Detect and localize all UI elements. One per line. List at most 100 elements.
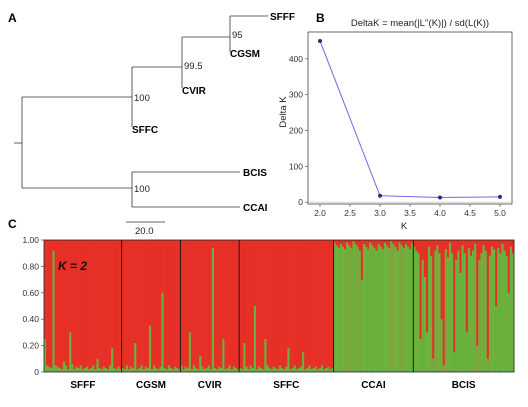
bar-cluster2 (304, 369, 307, 372)
bar-cluster2 (333, 242, 336, 372)
population-label: CCAI (361, 380, 386, 391)
x-tick-label: 4.5 (464, 208, 476, 218)
taxon-label-ccai: CCAI (243, 203, 268, 214)
bar-cluster1 (90, 240, 93, 372)
bar-cluster2 (323, 369, 326, 372)
bar-cluster1 (167, 240, 171, 372)
bar-cluster1 (60, 240, 64, 372)
bar-cluster2 (430, 255, 433, 372)
bar-cluster2 (354, 243, 357, 372)
bar-cluster2 (69, 332, 72, 372)
bar-cluster2 (205, 368, 208, 372)
bar-cluster1 (318, 240, 322, 372)
bar-cluster1 (203, 240, 206, 372)
bar-cluster2 (339, 243, 343, 372)
bar-cluster2 (127, 369, 131, 372)
bar-cluster2 (226, 368, 229, 372)
population-label: CVIR (198, 380, 223, 391)
bar-cluster2 (258, 366, 261, 372)
bar-cluster1 (306, 240, 309, 372)
bar-cluster2 (121, 368, 125, 372)
bar-cluster1 (425, 240, 429, 372)
bar-cluster1 (169, 240, 173, 372)
bar-cluster2 (167, 365, 171, 372)
bar-cluster2 (488, 255, 492, 372)
bar-cluster1 (178, 240, 181, 372)
bar-cluster2 (186, 368, 190, 372)
bar-cluster2 (247, 369, 250, 372)
bar-cluster2 (358, 250, 362, 372)
bar-cluster2 (92, 365, 95, 372)
bar-cluster2 (176, 368, 179, 372)
bar-cluster2 (146, 368, 150, 372)
bar-cluster1 (308, 240, 311, 372)
bar-cluster2 (316, 369, 320, 372)
bar-cluster1 (92, 240, 95, 372)
bar-cluster2 (115, 369, 118, 372)
bar-cluster2 (132, 368, 135, 372)
bar-cluster2 (111, 348, 114, 372)
bar-cluster2 (331, 368, 334, 372)
bar-cluster1 (159, 240, 162, 372)
y-tick-label: 0.60 (22, 288, 39, 298)
bar-cluster1 (81, 240, 85, 372)
bar-cluster2 (174, 366, 177, 372)
bar-cluster2 (153, 365, 156, 372)
bar-cluster2 (161, 292, 164, 372)
bar-cluster2 (451, 253, 454, 372)
bar-cluster2 (356, 246, 360, 372)
bar-cluster1 (465, 240, 469, 372)
bar-cluster2 (197, 369, 200, 372)
bar-cluster1 (134, 240, 137, 372)
data-point (318, 38, 322, 43)
bar-cluster2 (314, 366, 318, 372)
bar-cluster2 (94, 369, 97, 372)
bar-cluster2 (232, 366, 236, 372)
bar-cluster2 (348, 245, 351, 372)
bar-cluster1 (295, 240, 299, 372)
bar-cluster1 (121, 240, 125, 372)
bar-cluster2 (425, 332, 429, 372)
bar-cluster1 (237, 240, 240, 372)
bar-cluster2 (507, 292, 511, 372)
bar-cluster1 (140, 240, 143, 372)
bar-cluster1 (182, 240, 185, 372)
bar-cluster1 (109, 240, 112, 372)
bar-cluster2 (203, 369, 206, 372)
bar-cluster1 (476, 240, 479, 372)
bar-cluster2 (467, 247, 471, 372)
bar-cluster2 (52, 250, 55, 372)
bar-cluster1 (75, 240, 78, 372)
bar-cluster2 (279, 365, 282, 372)
bar-cluster2 (192, 365, 196, 372)
x-tick-label: 2.0 (314, 208, 326, 218)
bar-cluster2 (201, 366, 204, 372)
bar-cluster1 (73, 240, 76, 372)
bar-cluster2 (415, 250, 418, 372)
bar-cluster2 (295, 369, 299, 372)
bar-cluster1 (312, 240, 315, 372)
bar-cluster2 (106, 369, 110, 372)
bar-cluster1 (151, 240, 154, 372)
bar-cluster1 (88, 240, 91, 372)
y-tick-label: 200 (289, 126, 303, 136)
bar-cluster2 (88, 369, 91, 372)
bar-cluster2 (220, 368, 223, 372)
bar-cluster2 (381, 249, 385, 372)
bar-cluster2 (448, 242, 452, 372)
bar-cluster2 (419, 339, 422, 372)
bar-cluster1 (54, 240, 57, 372)
bar-cluster2 (453, 352, 456, 372)
bar-cluster2 (260, 368, 263, 372)
bar-cluster1 (184, 240, 187, 372)
bar-cluster2 (90, 368, 93, 372)
data-point (378, 193, 382, 198)
bar-cluster1 (299, 240, 303, 372)
bar-cluster1 (157, 240, 160, 372)
bar-cluster1 (127, 240, 131, 372)
bar-cluster2 (320, 365, 324, 372)
bar-cluster1 (207, 240, 211, 372)
bar-cluster1 (205, 240, 208, 372)
bar-cluster1 (260, 240, 263, 372)
